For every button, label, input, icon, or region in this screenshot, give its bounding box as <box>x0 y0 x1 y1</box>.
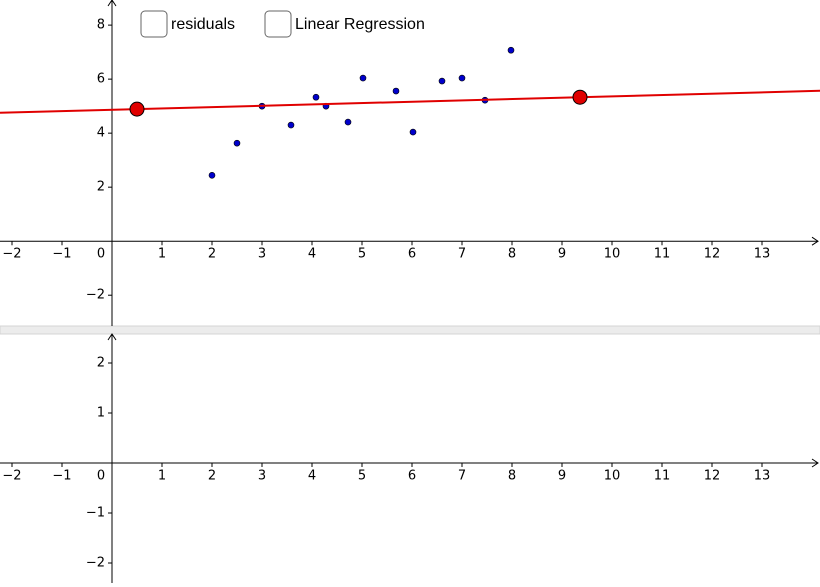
data-point <box>359 74 367 82</box>
x-tick-label: 5 <box>358 469 366 484</box>
data-point <box>507 46 515 54</box>
y-tick-label: 6 <box>97 72 105 87</box>
data-point <box>392 87 400 95</box>
x-tick-label: 11 <box>654 247 671 262</box>
x-tick-label: 2 <box>208 247 216 262</box>
x-axis-arrow <box>811 236 819 246</box>
checkbox[interactable] <box>264 10 292 38</box>
y-tick-label: 2 <box>97 356 105 371</box>
line-point[interactable] <box>572 89 588 105</box>
x-tick-label: 4 <box>308 247 316 262</box>
data-point <box>312 93 320 101</box>
y-tick-label: −2 <box>86 288 105 303</box>
x-tick-label: 11 <box>654 469 671 484</box>
x-tick-label: 5 <box>358 247 366 262</box>
x-tick-label: 6 <box>408 247 416 262</box>
y-tick-label: −2 <box>86 556 105 571</box>
view-divider[interactable] <box>0 325 820 335</box>
data-point <box>233 139 241 147</box>
x-tick-label: 9 <box>558 469 566 484</box>
x-tick-label: −1 <box>52 469 71 484</box>
y-tick-label: 8 <box>97 18 105 33</box>
data-point <box>409 128 417 136</box>
checkbox[interactable] <box>140 10 168 38</box>
regression-line <box>0 89 820 114</box>
y-tick-label: 2 <box>97 180 105 195</box>
x-tick-label: −2 <box>2 247 21 262</box>
x-tick-label: 2 <box>208 469 216 484</box>
x-tick-label: 12 <box>704 247 721 262</box>
x-tick-label: 10 <box>604 469 621 484</box>
x-axis-arrow <box>811 458 819 468</box>
x-tick-label: 4 <box>308 469 316 484</box>
x-tick-label: 0 <box>97 247 105 262</box>
x-tick-label: 3 <box>258 247 266 262</box>
y-axis-arrow <box>107 333 117 341</box>
x-tick-label: 1 <box>158 469 166 484</box>
x-tick-label: 12 <box>704 469 721 484</box>
x-tick-label: 10 <box>604 247 621 262</box>
x-tick-label: 3 <box>258 469 266 484</box>
x-tick-label: 7 <box>458 469 466 484</box>
checkbox-label[interactable]: Linear Regression <box>295 16 425 33</box>
x-tick-label: 13 <box>754 247 771 262</box>
x-tick-label: 9 <box>558 247 566 262</box>
x-tick-label: −1 <box>52 247 71 262</box>
data-point <box>344 118 352 126</box>
checkbox-label[interactable]: residuals <box>171 16 235 33</box>
x-tick-label: 8 <box>508 469 516 484</box>
data-point <box>438 77 446 85</box>
x-tick-label: −2 <box>2 469 21 484</box>
x-tick-label: 1 <box>158 247 166 262</box>
x-tick-label: 8 <box>508 247 516 262</box>
y-tick-label: −1 <box>86 506 105 521</box>
x-tick-label: 6 <box>408 469 416 484</box>
data-point <box>208 171 216 179</box>
data-point <box>287 121 295 129</box>
x-tick-label: 0 <box>97 469 105 484</box>
x-tick-label: 13 <box>754 469 771 484</box>
x-tick-label: 7 <box>458 247 466 262</box>
y-tick-label: 1 <box>97 406 105 421</box>
y-axis-arrow <box>107 0 117 7</box>
line-point[interactable] <box>129 101 145 117</box>
data-point <box>458 74 466 82</box>
y-tick-label: 4 <box>97 126 105 141</box>
